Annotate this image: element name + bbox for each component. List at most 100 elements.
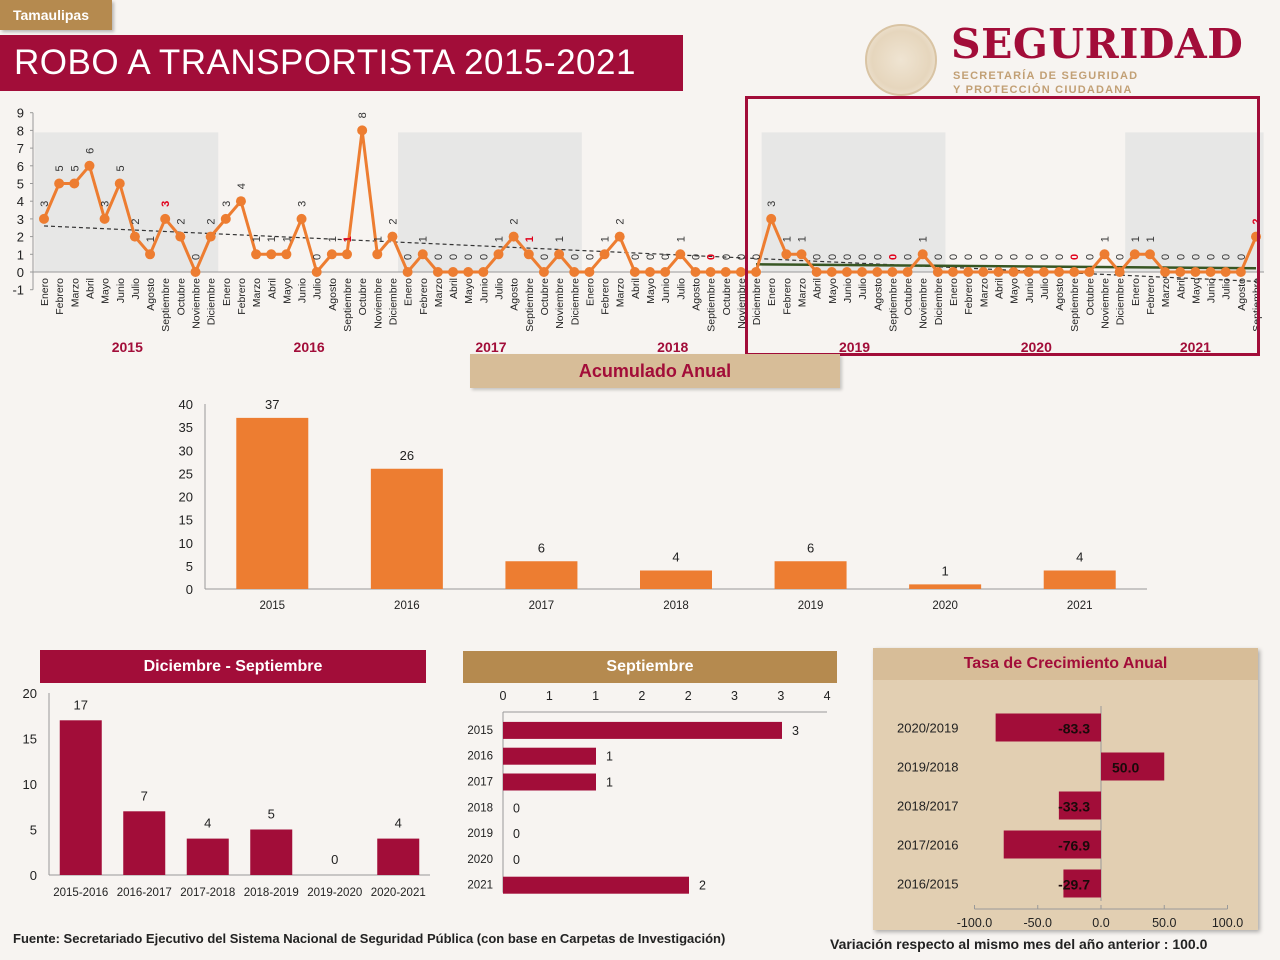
- y-tick-label: 2016/2015: [897, 877, 958, 892]
- x-tick-label: 4: [824, 689, 831, 703]
- bar-2016: [370, 468, 443, 589]
- bar-value-label: 4: [672, 550, 679, 565]
- y-tick-label: 20: [179, 490, 193, 505]
- data-point: [720, 267, 731, 277]
- bar-2015: [503, 721, 782, 739]
- bar-2017: [503, 773, 596, 791]
- x-tick-label: 2016: [394, 600, 420, 612]
- bar-value-label: 26: [400, 448, 414, 463]
- data-label: 1: [600, 236, 612, 242]
- data-label: 1: [327, 236, 339, 242]
- data-label: 1: [918, 236, 930, 242]
- data-point: [190, 267, 201, 277]
- data-point: [766, 213, 777, 224]
- mexican-coat-of-arms-icon: [865, 24, 937, 96]
- month-label: Febrero: [236, 278, 248, 315]
- x-tick-label: 2019-2020: [307, 887, 362, 899]
- y-tick-label: 2018: [467, 802, 493, 814]
- y-tick-label: 15: [23, 732, 37, 747]
- month-label: Enero: [39, 278, 51, 306]
- data-point: [841, 267, 852, 277]
- acumulado-anual-header: Acumulado Anual: [470, 354, 840, 388]
- data-label: 3: [160, 201, 172, 207]
- bar-value-label: 4: [1076, 550, 1083, 565]
- data-label: 1: [554, 236, 566, 242]
- data-label: 0: [463, 254, 475, 260]
- month-label: Junio: [478, 278, 490, 303]
- y-tick-label: 1: [17, 247, 24, 262]
- bar-value-label: -83.3: [1058, 721, 1090, 737]
- data-label: 1: [797, 236, 809, 242]
- y-tick-label: 15: [179, 513, 193, 528]
- bar-value-label: 0: [513, 853, 520, 867]
- month-label: Mayo: [645, 278, 657, 304]
- data-point: [493, 249, 504, 260]
- bar-value-label: 0: [513, 827, 520, 841]
- year-band-2021: [1125, 132, 1264, 272]
- source-note: Fuente: Secretariado Ejecutivo del Siste…: [13, 931, 726, 946]
- data-label: 0: [1160, 254, 1172, 260]
- bar-value-label: 3: [792, 724, 799, 738]
- data-point: [402, 267, 413, 277]
- data-point: [1144, 249, 1155, 260]
- month-label: Octubre: [903, 278, 915, 316]
- bar-value-label: 0: [331, 852, 338, 867]
- data-label: 3: [297, 201, 309, 207]
- month-label: Noviembre: [736, 278, 748, 329]
- data-point: [963, 267, 974, 277]
- data-label: 0: [1115, 254, 1127, 260]
- month-label: Septiembre: [1069, 278, 1081, 332]
- month-label: Agosto: [872, 278, 884, 311]
- data-label: 0: [1054, 254, 1066, 260]
- y-tick-label: 2019: [467, 828, 493, 840]
- month-label: Agosto: [145, 278, 157, 311]
- septiembre-chart: 0 1 1 2 2 3 3 4 2015 3 2016 1 2017 1 2018 0 2019 0 2020 0 20…: [467, 689, 831, 894]
- month-label: Septiembre: [342, 278, 354, 332]
- month-label: Septiembre: [887, 278, 899, 332]
- recent-years-highlight-box: [745, 96, 1260, 356]
- data-point: [1008, 267, 1019, 277]
- data-point: [1235, 267, 1246, 277]
- month-label: Junio: [1024, 278, 1036, 303]
- month-label: Marzo: [69, 278, 81, 307]
- x-tick-label: 2018: [663, 600, 689, 612]
- month-label: Noviembre: [372, 278, 384, 329]
- month-label: Septiembre: [524, 278, 536, 332]
- data-label: 0: [569, 254, 581, 260]
- septiembre-header: Septiembre: [463, 651, 837, 683]
- diciembre-septiembre-header: Diciembre - Septiembre: [40, 650, 426, 683]
- data-point: [1038, 267, 1049, 277]
- data-label: 1: [524, 236, 536, 242]
- data-label: 5: [115, 165, 127, 171]
- data-point: [220, 213, 231, 224]
- bar-value-label: -33.3: [1058, 799, 1090, 815]
- data-label: 1: [372, 236, 384, 242]
- y-tick-label: 2017/2016: [897, 838, 958, 853]
- bar-2018-2017: [1058, 791, 1101, 820]
- data-point: [872, 267, 883, 277]
- y-tick-label: 25: [179, 466, 193, 481]
- data-point: [675, 249, 686, 260]
- month-label: Noviembre: [554, 278, 566, 329]
- month-label: Diciembre: [206, 278, 218, 325]
- month-label: Abril: [84, 278, 96, 299]
- y-tick-label: 5: [30, 823, 37, 838]
- year-label: 2020: [1021, 339, 1052, 355]
- data-label: 1: [494, 236, 506, 242]
- data-label: 0: [706, 254, 718, 260]
- y-tick-label: 2018/2017: [897, 799, 958, 814]
- month-label: Diciembre: [751, 278, 763, 325]
- month-label: Marzo: [251, 278, 263, 307]
- bar-2020-2021: [377, 838, 420, 875]
- data-label: 0: [478, 254, 490, 260]
- y-tick-label: 2015: [467, 725, 493, 737]
- data-point: [448, 267, 459, 277]
- y-tick-label: 0: [186, 582, 193, 597]
- y-tick-label: 0: [30, 868, 37, 883]
- y-tick-label: 2017: [467, 777, 493, 789]
- data-label: 0: [993, 254, 1005, 260]
- bar-value-label: 50.0: [1112, 760, 1139, 776]
- diciembre-septiembre-chart: 0 5 10 15 20 17 2015-2016 7 2016-2017 4 2017-2018 5…: [23, 686, 430, 899]
- bar-2019-2018: [1101, 752, 1165, 781]
- data-label: 0: [1009, 254, 1021, 260]
